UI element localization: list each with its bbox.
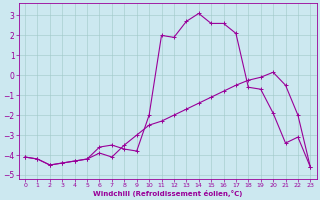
X-axis label: Windchill (Refroidissement éolien,°C): Windchill (Refroidissement éolien,°C) [93, 190, 242, 197]
